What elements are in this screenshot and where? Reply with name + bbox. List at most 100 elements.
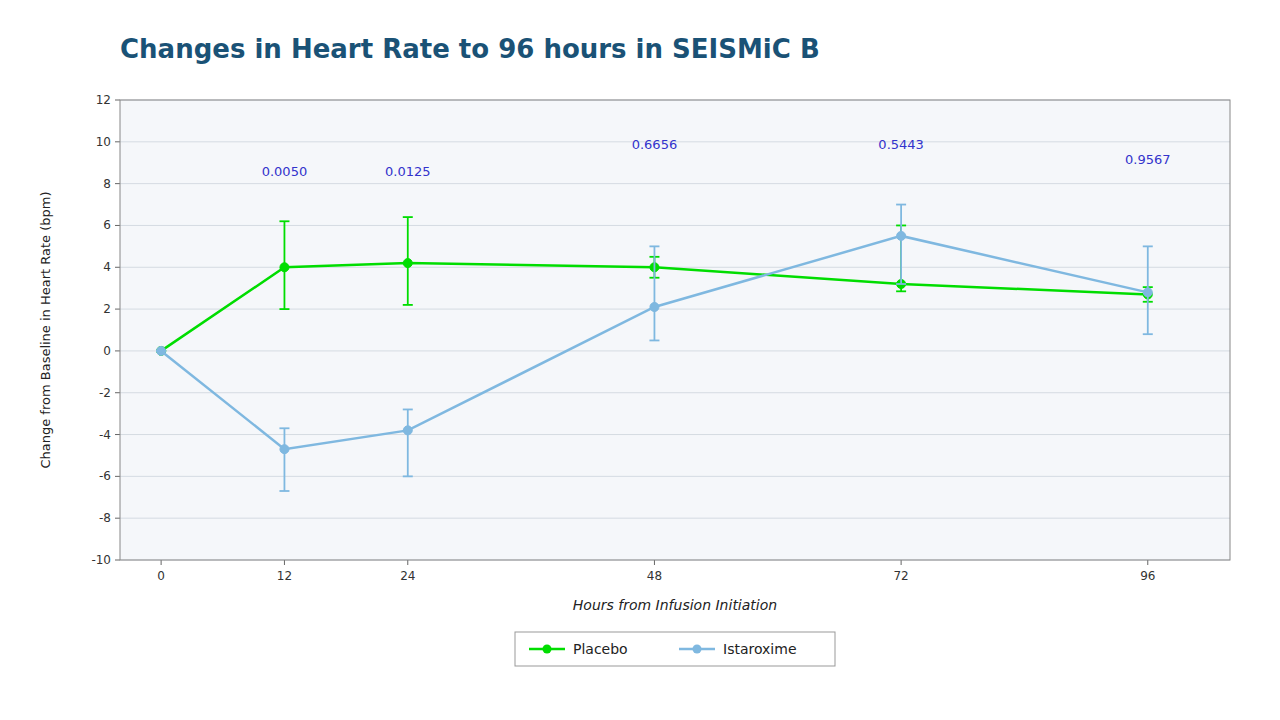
x-tick bbox=[654, 560, 655, 565]
error-bar-cap bbox=[279, 490, 289, 492]
plot-area bbox=[120, 100, 1230, 560]
error-bar-cap bbox=[896, 290, 906, 292]
grid-line bbox=[120, 225, 1230, 226]
x-tick-label: 72 bbox=[893, 569, 908, 583]
y-tick-label: -10 bbox=[91, 553, 111, 567]
x-tick bbox=[161, 560, 162, 565]
grid-line bbox=[120, 518, 1230, 519]
y-tick-label: 10 bbox=[96, 135, 111, 149]
error-bar-cap bbox=[403, 304, 413, 306]
x-tick-label: 12 bbox=[277, 569, 292, 583]
y-tick-label: -6 bbox=[99, 469, 111, 483]
series bbox=[156, 217, 1153, 355]
error-bar-cap bbox=[649, 245, 659, 247]
error-bar bbox=[896, 205, 906, 284]
y-axis: -10-8-6-4-2024681012 bbox=[91, 93, 1230, 567]
grid-line bbox=[120, 392, 1230, 393]
error-bar-cap bbox=[649, 340, 659, 342]
annotation: 0.5443 bbox=[878, 137, 924, 152]
legend-box bbox=[515, 632, 835, 666]
error-bar-cap bbox=[403, 475, 413, 477]
y-tick bbox=[115, 309, 120, 310]
y-tick bbox=[115, 518, 120, 519]
error-bar bbox=[279, 428, 289, 491]
point bbox=[403, 426, 412, 435]
error-bar-stem bbox=[284, 428, 286, 491]
error-bar-stem bbox=[900, 205, 902, 284]
grid-line bbox=[120, 476, 1230, 477]
x-tick-label: 48 bbox=[647, 569, 662, 583]
y-tick-label: 0 bbox=[103, 344, 111, 358]
y-tick-label: -2 bbox=[99, 386, 111, 400]
x-tick bbox=[1147, 560, 1148, 565]
annotations: 0.0050 0.0125 0.6656 0.5443 0.9567 bbox=[262, 137, 1171, 179]
x-tick-label: 0 bbox=[157, 569, 165, 583]
legend-label: Istaroxime bbox=[723, 641, 797, 657]
error-bar bbox=[279, 221, 289, 309]
y-tick-label: -4 bbox=[99, 428, 111, 442]
error-bar bbox=[403, 217, 413, 305]
legend-marker bbox=[693, 645, 702, 654]
y-tick bbox=[115, 141, 120, 142]
y-tick-label: 4 bbox=[103, 260, 111, 274]
x-axis-label: Hours from Infusion Initiation bbox=[573, 597, 777, 613]
y-tick bbox=[115, 350, 120, 351]
point bbox=[897, 231, 906, 240]
y-tick-label: 8 bbox=[103, 177, 111, 191]
data-layer bbox=[156, 205, 1153, 491]
y-tick bbox=[115, 267, 120, 268]
annotation: 0.6656 bbox=[632, 137, 678, 152]
y-tick bbox=[115, 225, 120, 226]
series-line bbox=[161, 236, 1148, 449]
y-tick bbox=[115, 392, 120, 393]
point bbox=[403, 259, 412, 268]
error-bar-cap bbox=[403, 409, 413, 411]
annotation: 0.9567 bbox=[1125, 152, 1171, 167]
y-tick bbox=[115, 183, 120, 184]
title: Changes in Heart Rate to 96 hours in SEI… bbox=[120, 34, 820, 64]
x-tick bbox=[901, 560, 902, 565]
error-bar-cap bbox=[279, 427, 289, 429]
y-tick-label: 12 bbox=[96, 93, 111, 107]
series bbox=[156, 205, 1153, 491]
point bbox=[1143, 288, 1152, 297]
y-axis-label: Change from Baseline in Heart Rate (bpm) bbox=[38, 191, 53, 468]
y-tick-label: -8 bbox=[99, 511, 111, 525]
error-bar-cap bbox=[896, 283, 906, 285]
y-tick bbox=[115, 100, 120, 101]
error-bar-stem bbox=[407, 409, 409, 476]
error-bar-stem bbox=[654, 246, 656, 340]
legend-item: Placebo bbox=[529, 641, 628, 657]
legend-marker bbox=[543, 645, 552, 654]
error-bar-cap bbox=[279, 220, 289, 222]
error-bar-cap bbox=[403, 216, 413, 218]
y-tick-label: 2 bbox=[103, 302, 111, 316]
point bbox=[157, 346, 166, 355]
error-bar-cap bbox=[1143, 333, 1153, 335]
x-tick bbox=[284, 560, 285, 565]
point bbox=[280, 263, 289, 272]
annotation: 0.0125 bbox=[385, 164, 431, 179]
x-tick bbox=[407, 560, 408, 565]
error-bar bbox=[649, 246, 659, 340]
point bbox=[280, 445, 289, 454]
grid-line bbox=[120, 309, 1230, 310]
plot-frame bbox=[120, 100, 1230, 560]
annotation: 0.0050 bbox=[262, 164, 308, 179]
legend-item: Istaroxime bbox=[679, 641, 797, 657]
x-tick-label: 96 bbox=[1140, 569, 1155, 583]
y-tick bbox=[115, 434, 120, 435]
grid-line bbox=[120, 350, 1230, 351]
grid-line bbox=[120, 434, 1230, 435]
error-bar-cap bbox=[1143, 245, 1153, 247]
error-bar bbox=[1143, 246, 1153, 334]
x-tick-label: 24 bbox=[400, 569, 415, 583]
grid-line bbox=[120, 183, 1230, 184]
legend-label: Placebo bbox=[573, 641, 628, 657]
chart: Changes in Heart Rate to 96 hours in SEI… bbox=[0, 0, 1280, 720]
y-tick bbox=[115, 476, 120, 477]
y-tick bbox=[115, 560, 120, 561]
x-axis: 0 12 24 48 72 96 bbox=[157, 560, 1155, 583]
error-bar bbox=[403, 409, 413, 476]
point bbox=[650, 303, 659, 312]
